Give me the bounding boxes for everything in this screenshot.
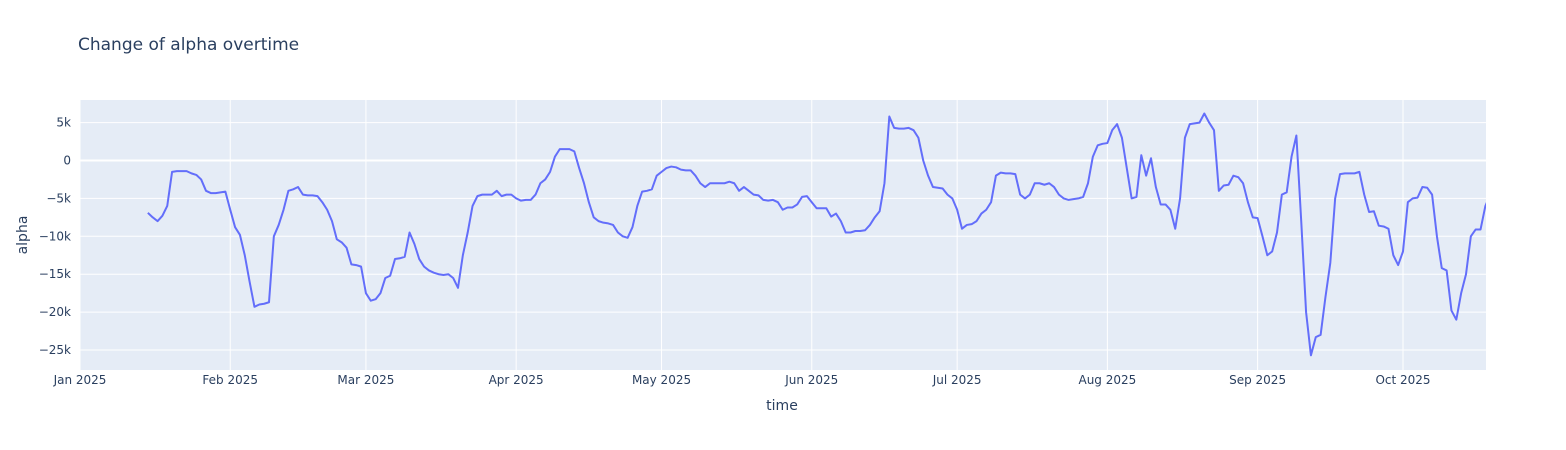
x-tick-label: Apr 2025: [489, 373, 544, 387]
x-tick-label: Jul 2025: [932, 373, 982, 387]
y-tick-label: −15k: [39, 267, 71, 281]
plot-area[interactable]: [80, 100, 1486, 370]
x-tick-label: May 2025: [632, 373, 691, 387]
series-layer: [147, 112, 1563, 357]
y-gridlines: [80, 122, 1486, 351]
y-tick-label: −25k: [39, 343, 71, 357]
x-tick-label: Mar 2025: [337, 373, 394, 387]
x-tick-label: Jan 2025: [53, 373, 107, 387]
y-tick-label: −20k: [39, 305, 71, 319]
chart-title: Change of alpha overtime: [78, 35, 299, 55]
x-axis-ticks: Jan 2025 Feb 2025 Mar 2025 Apr 2025 May 2025…: [53, 373, 1431, 387]
x-tick-label: Jun 2025: [784, 373, 838, 387]
y-tick-label: 0: [63, 154, 71, 168]
series-line-alpha[interactable]: [147, 112, 1563, 357]
x-tick-label: Aug 2025: [1078, 373, 1136, 387]
y-axis-ticks: 5k 0 −5k −10k −15k −20k −25k: [39, 116, 71, 357]
x-tick-label: Oct 2025: [1375, 373, 1430, 387]
y-tick-label: −5k: [46, 191, 71, 205]
y-axis-title: alpha: [15, 216, 31, 255]
y-tick-label: −10k: [39, 229, 71, 243]
x-axis-title: time: [766, 398, 798, 414]
x-gridlines: [79, 100, 1404, 370]
x-tick-label: Feb 2025: [202, 373, 258, 387]
y-tick-label: 5k: [56, 116, 71, 130]
x-tick-label: Sep 2025: [1229, 373, 1286, 387]
